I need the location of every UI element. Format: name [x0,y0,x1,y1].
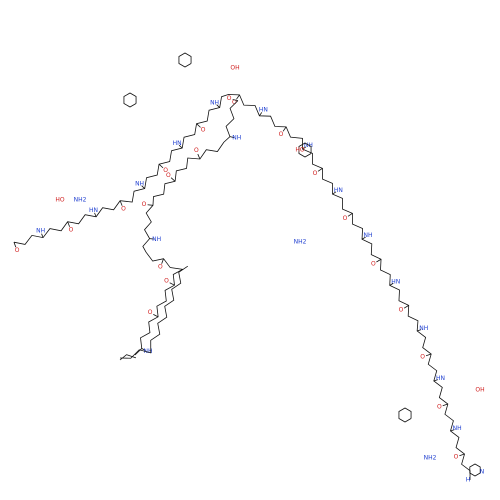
bond [161,258,164,264]
atom-label: NH [152,236,161,243]
atom-label: NH2 [424,455,437,462]
atom-label: HO [55,197,65,204]
atom-label: O [343,215,348,222]
atom-label: HO [295,147,305,154]
atom-label: HN [391,278,400,285]
bond-chain [119,265,189,359]
bond [119,200,123,206]
bond [41,233,44,238]
bond-chain [13,94,471,481]
atom-label: NH [135,180,144,187]
bond [417,329,422,332]
atom-label: HN [436,375,445,382]
bond [376,258,382,263]
bond [141,185,145,189]
bond [459,453,465,457]
atom-label: NH [36,228,45,235]
atom-label: O [166,172,171,179]
ring [398,407,412,423]
ring [298,142,312,158]
atom-label: N [480,469,485,476]
bond [403,305,409,309]
atom-label: NH2 [74,197,87,204]
atom-label: HN [89,207,98,214]
atom-label: NH2 [294,239,307,246]
ring [469,463,481,477]
atom-label: O [371,260,376,267]
bond [433,379,438,382]
bond [216,104,220,108]
bond [389,282,394,286]
atom-label: NH [453,425,462,432]
bond [169,282,175,286]
bond [347,213,353,217]
bond [232,99,239,102]
bond [302,146,307,150]
bond [67,221,71,227]
atom-label: O [227,95,232,102]
atom-label: O [201,126,206,133]
bond [94,212,97,217]
atom-label: NH [232,135,241,142]
atom-label: OH [230,65,239,72]
bond [153,313,159,318]
ring [178,52,192,68]
atom-label: OH [475,387,484,394]
bond-chain [134,100,239,356]
bond [141,348,146,351]
atom-label: O [164,278,169,285]
atom-label: O [454,453,459,460]
bond [178,144,183,149]
atom-label: O [437,403,442,410]
atom-label: HN [259,107,268,114]
atom-label: O [279,131,284,138]
atom-label: O [399,307,404,314]
atom-label: NH [210,99,219,106]
atom-label: O [69,227,74,234]
atom-label: NH [419,325,428,332]
atom-label: NH [143,348,152,355]
atom-label: O [163,167,168,174]
atom-label: HN [334,187,343,194]
bond [196,123,201,128]
bond [147,204,154,206]
bond [197,153,201,160]
bond [361,236,366,240]
atom-label: O [15,247,20,254]
atom-label: O [313,170,318,177]
atom-label: O [194,147,199,154]
atom-label: O [121,206,126,213]
atom-label: O [142,201,147,208]
bond [442,403,448,407]
bond [170,177,176,182]
bond [450,429,455,432]
atom-label: H [466,477,471,484]
ring [123,92,137,108]
bond [332,191,337,195]
atom-label: O [232,99,237,106]
atom-label: O [148,309,153,316]
bond [282,126,287,132]
bond [158,163,164,169]
atom-label: O [420,353,425,360]
bond [317,168,323,172]
atom-label: O [158,264,163,271]
bond [259,112,263,117]
bond [236,94,240,100]
atom-label: NH [364,232,373,239]
bond [425,353,432,357]
atom-label: HN [173,140,182,147]
bond [13,242,17,248]
bond [229,136,235,138]
